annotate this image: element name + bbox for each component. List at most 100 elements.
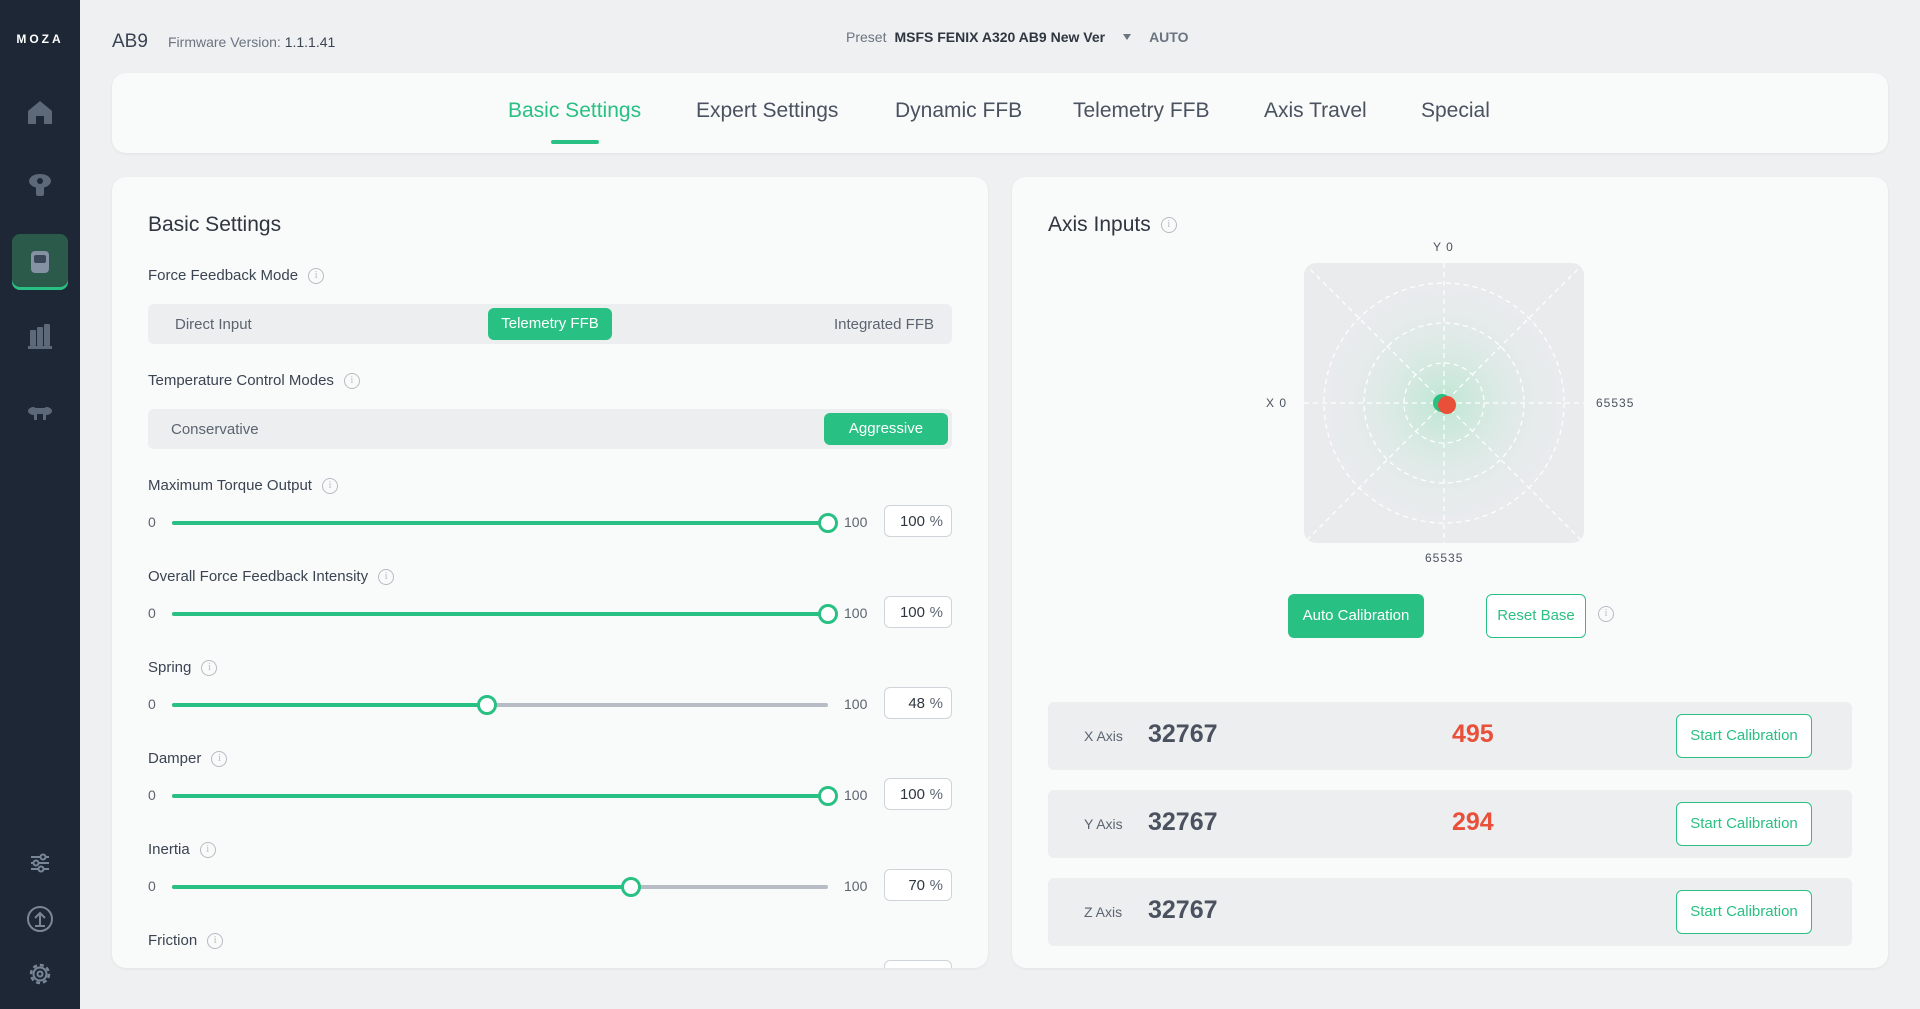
tab-telemetry-ffb[interactable]: Telemetry FFB xyxy=(1073,99,1210,122)
x-axis-min-label: X 0 xyxy=(1266,396,1288,410)
slider-min: 0 xyxy=(148,696,156,712)
slider-unit: % xyxy=(929,786,943,803)
slider-max: 100 xyxy=(844,787,868,803)
pedals-icon[interactable] xyxy=(12,308,68,364)
axis-inputs-title: Axis Inputs i xyxy=(1048,213,1177,237)
slider-value-input[interactable]: 100% xyxy=(884,596,952,628)
slider-unit: % xyxy=(929,604,943,621)
slider-track[interactable] xyxy=(172,695,828,715)
slider-fill xyxy=(172,703,487,707)
friction-label: Friction i xyxy=(148,932,224,950)
ffb-option-direct-input[interactable]: Direct Input xyxy=(175,316,252,333)
slider-track[interactable] xyxy=(172,786,838,806)
tab-bar: Basic Settings Expert Settings Dynamic F… xyxy=(112,73,1888,153)
slider-label: Maximum Torque Output xyxy=(148,477,312,494)
temp-option-conservative[interactable]: Conservative xyxy=(171,421,259,438)
slider-max: 100 xyxy=(844,696,868,712)
temp-option-aggressive[interactable]: Aggressive xyxy=(824,413,948,445)
spring-slider: 0 100 48% xyxy=(148,687,952,721)
start-calibration-button[interactable]: Start Calibration xyxy=(1676,802,1812,846)
z-axis-row: Z Axis 32767 Start Calibration xyxy=(1048,878,1852,946)
home-icon[interactable] xyxy=(12,84,68,140)
friction-slider xyxy=(148,960,952,968)
info-icon[interactable]: i xyxy=(199,842,216,859)
tab-special[interactable]: Special xyxy=(1421,99,1490,122)
slider-value-input[interactable] xyxy=(884,960,952,968)
firmware-label: Firmware Version: xyxy=(168,34,281,50)
slider-value-input[interactable]: 70% xyxy=(884,869,952,901)
x-axis-max-label: 65535 xyxy=(1596,396,1635,410)
sidebar: MOZA xyxy=(0,0,80,1009)
gear-icon[interactable] xyxy=(24,958,56,990)
sliders-icon[interactable] xyxy=(24,847,56,879)
firmware-version: Firmware Version: 1.1.1.41 xyxy=(168,34,335,50)
slider-value-input[interactable]: 100% xyxy=(884,778,952,810)
auto-calibration-button[interactable]: Auto Calibration xyxy=(1288,594,1424,638)
tab-basic-settings[interactable]: Basic Settings xyxy=(508,99,642,122)
y-axis-min-label: Y 0 xyxy=(1433,240,1454,254)
info-icon[interactable]: i xyxy=(378,569,395,586)
slider-label: Inertia xyxy=(148,841,190,858)
tab-dynamic-ffb[interactable]: Dynamic FFB xyxy=(895,99,1023,122)
slider-value[interactable]: 48 xyxy=(908,695,925,712)
start-calibration-button[interactable]: Start Calibration xyxy=(1676,890,1812,934)
axis-inputs-panel: Axis Inputs i Y 0 X 0 65535 65535 xyxy=(1012,177,1888,968)
slider-value[interactable]: 100 xyxy=(899,786,925,803)
slider-track[interactable] xyxy=(172,877,828,897)
slider-track[interactable] xyxy=(172,513,838,533)
chevron-down-icon[interactable] xyxy=(1123,34,1132,40)
info-icon[interactable]: i xyxy=(211,751,228,768)
info-icon[interactable]: i xyxy=(1160,217,1177,234)
axis-inputs-title-text: Axis Inputs xyxy=(1048,213,1151,236)
wheelbase-icon[interactable] xyxy=(12,158,68,214)
start-calibration-button[interactable]: Start Calibration xyxy=(1676,714,1812,758)
slider-value-input[interactable]: 48% xyxy=(884,687,952,719)
preset-selector[interactable]: Preset MSFS FENIX A320 AB9 New Ver AUTO xyxy=(846,29,1188,45)
preset-auto-toggle[interactable]: AUTO xyxy=(1149,29,1189,45)
preset-value[interactable]: MSFS FENIX A320 AB9 New Ver xyxy=(894,29,1106,45)
ffb-mode-label: Force Feedback Mode i xyxy=(148,267,325,285)
moza-logo: MOZA xyxy=(16,32,64,46)
overall-ffb-intensity-slider: 0 100 100% xyxy=(148,596,952,630)
max-torque-slider: 0 100 100% xyxy=(148,505,952,539)
info-icon[interactable]: i xyxy=(201,660,218,677)
handbrake-icon[interactable] xyxy=(12,382,68,438)
info-icon[interactable]: i xyxy=(308,268,325,285)
slider-handle[interactable] xyxy=(621,877,642,897)
slider-max: 100 xyxy=(844,514,868,530)
slider-value[interactable]: 70 xyxy=(908,877,925,894)
slider-handle[interactable] xyxy=(818,604,838,624)
tab-expert-settings[interactable]: Expert Settings xyxy=(696,99,839,122)
info-icon[interactable]: i xyxy=(321,478,338,495)
slider-handle[interactable] xyxy=(476,695,497,715)
tab-axis-travel[interactable]: Axis Travel xyxy=(1264,99,1367,122)
slider-unit: % xyxy=(929,877,943,894)
slider-min: 0 xyxy=(148,514,156,530)
slider-handle[interactable] xyxy=(818,786,838,806)
slider-fill xyxy=(172,612,828,616)
firmware-upload-icon[interactable] xyxy=(24,903,56,935)
slider-fill xyxy=(172,521,828,525)
slider-value-input[interactable]: 100% xyxy=(884,505,952,537)
slider-value[interactable]: 100 xyxy=(899,604,925,621)
axis-name: Z Axis xyxy=(1084,904,1123,920)
ffb-option-integrated-ffb[interactable]: Integrated FFB xyxy=(833,316,934,333)
y-axis-max-label: 65535 xyxy=(1425,551,1464,565)
slider-value[interactable]: 100 xyxy=(899,513,925,530)
y-axis-row: Y Axis 32767 294 Start Calibration xyxy=(1048,790,1852,858)
reset-base-button[interactable]: Reset Base xyxy=(1486,594,1586,638)
axis-position-pad xyxy=(1304,263,1584,543)
slider-fill xyxy=(172,885,632,889)
axis-name: X Axis xyxy=(1084,728,1123,744)
device-icon[interactable] xyxy=(12,234,68,290)
slider-min: 0 xyxy=(148,605,156,621)
slider-label: Friction xyxy=(148,932,198,949)
slider-track[interactable] xyxy=(172,604,838,624)
info-icon[interactable]: i xyxy=(343,373,360,390)
inertia-label: Inertia i xyxy=(148,841,216,859)
slider-handle[interactable] xyxy=(818,513,838,533)
info-icon[interactable]: i xyxy=(1598,606,1614,622)
slider-label: Overall Force Feedback Intensity xyxy=(148,568,369,585)
ffb-option-telemetry-ffb[interactable]: Telemetry FFB xyxy=(488,308,612,340)
info-icon[interactable]: i xyxy=(207,933,224,950)
